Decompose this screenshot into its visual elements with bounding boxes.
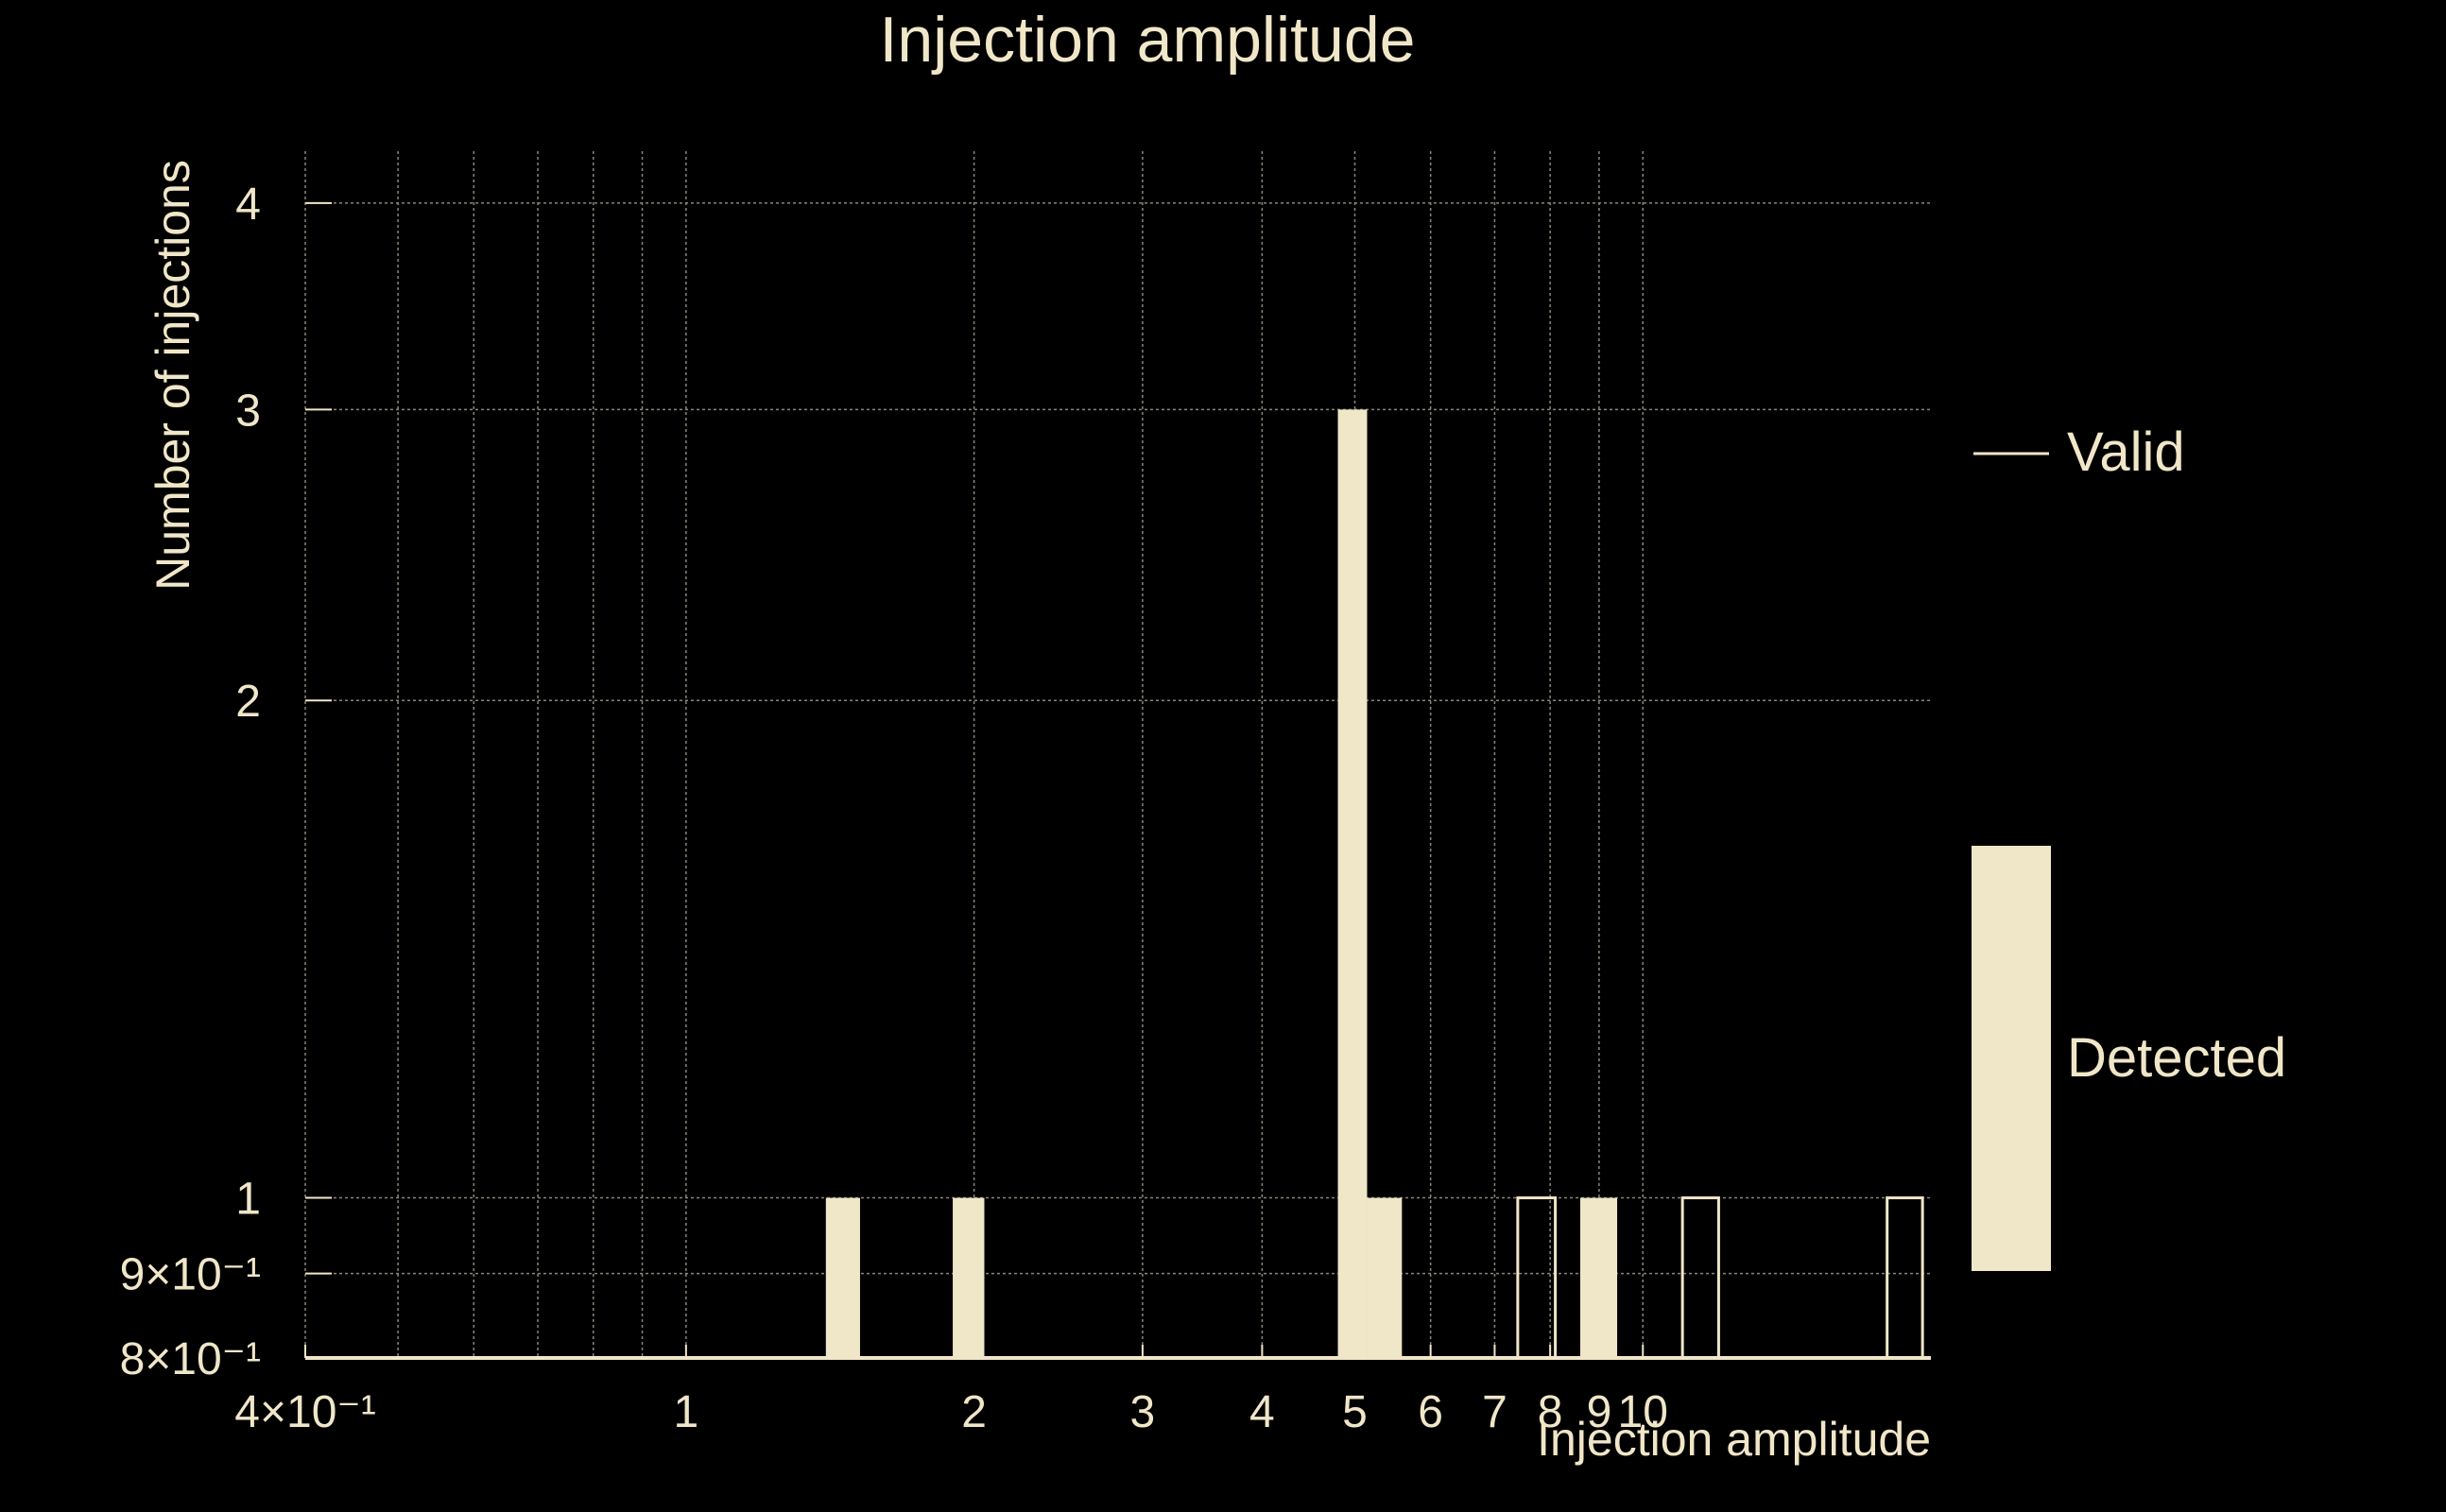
x-tick-label: 1	[674, 1387, 699, 1437]
chart-title: Injection amplitude	[879, 4, 1415, 76]
valid-bar	[1680, 1196, 1720, 1360]
x-tick-label: 4	[1249, 1387, 1275, 1437]
y-axis-ticks: 8×10⁻¹ 9×10⁻¹ 1 2 3 4	[120, 180, 332, 1384]
grid-lines	[304, 151, 1931, 1359]
x-tick-label: 4×10⁻¹	[234, 1387, 375, 1437]
x-axis-ticks: 4×10⁻¹ 1 2 3 4 5 6 7 8 9 10	[234, 1345, 1668, 1437]
y-tick-label: 3	[235, 386, 261, 436]
y-tick-label: 4	[235, 180, 261, 230]
detected-bar	[825, 1197, 860, 1358]
x-tick-label: 2	[961, 1387, 987, 1437]
detected-bar	[1579, 1197, 1618, 1358]
x-tick-label: 8	[1538, 1387, 1563, 1437]
y-tick-label: 1	[235, 1175, 261, 1225]
legend-detected-label: Detected	[2067, 1027, 2286, 1089]
x-tick-label: 7	[1482, 1387, 1507, 1437]
valid-bar	[1886, 1196, 1924, 1360]
y-tick-label: 8×10⁻¹	[120, 1334, 261, 1384]
legend-detected-swatch	[1972, 846, 2051, 1271]
histogram-bars	[825, 409, 1924, 1360]
legend: Valid Detected	[1972, 421, 2286, 1271]
x-tick-label: 9	[1587, 1387, 1612, 1437]
y-axis-label: Number of injections	[146, 160, 199, 591]
x-tick-label: 10	[1618, 1387, 1668, 1437]
detected-bar	[953, 1197, 985, 1358]
x-tick-label: 5	[1342, 1387, 1368, 1437]
x-axis-label: Injection amplitude	[1537, 1413, 1931, 1466]
x-tick-label: 3	[1130, 1387, 1156, 1437]
y-tick-label: 9×10⁻¹	[120, 1250, 261, 1300]
detected-bar	[1367, 1197, 1403, 1358]
detected-bar	[1337, 409, 1368, 1359]
x-tick-label: 6	[1418, 1387, 1443, 1437]
legend-valid-label: Valid	[2067, 421, 2185, 483]
valid-bar	[1516, 1196, 1558, 1360]
y-tick-label: 2	[235, 677, 261, 727]
